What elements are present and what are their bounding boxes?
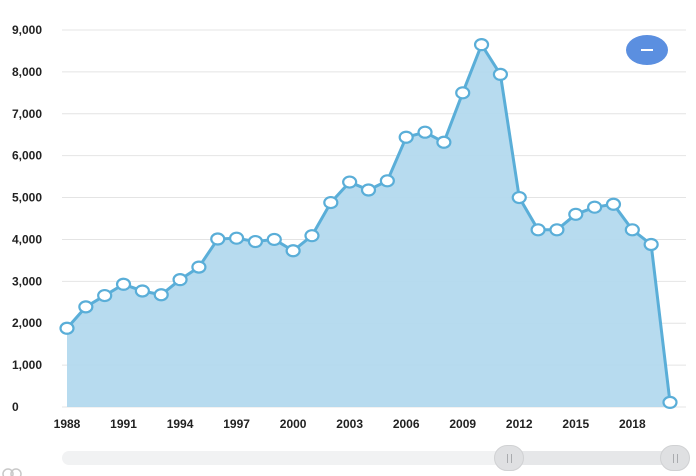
data-point[interactable] xyxy=(492,67,509,82)
data-point[interactable] xyxy=(624,223,640,237)
x-axis-ticks: 1988 1991 1994 1997 2000 2003 2006 2009 2012 2015… xyxy=(54,417,646,431)
data-point[interactable] xyxy=(266,232,282,247)
range-handle-left[interactable] xyxy=(494,445,524,471)
data-point[interactable] xyxy=(417,125,433,139)
data-point[interactable] xyxy=(153,288,169,302)
data-point[interactable] xyxy=(511,190,527,205)
y-tick-label: 3,000 xyxy=(12,274,42,288)
y-tick-label: 1,000 xyxy=(12,358,42,372)
y-tick-label: 4,000 xyxy=(12,232,42,246)
y-tick-label: 5,000 xyxy=(12,191,42,205)
x-tick-label: 2015 xyxy=(562,417,589,431)
area-series xyxy=(65,43,672,408)
x-tick-label: 2018 xyxy=(619,417,646,431)
data-point[interactable] xyxy=(323,195,339,210)
data-point[interactable] xyxy=(342,175,358,189)
y-tick-label: 8,000 xyxy=(12,65,42,79)
data-point[interactable] xyxy=(304,229,320,243)
data-point[interactable] xyxy=(285,244,301,258)
data-point[interactable] xyxy=(78,300,94,314)
y-tick-label: 9,000 xyxy=(12,23,42,37)
range-handle-right[interactable] xyxy=(660,445,690,471)
data-point[interactable] xyxy=(191,260,207,274)
data-point[interactable] xyxy=(134,284,150,298)
x-tick-label: 2000 xyxy=(280,417,307,431)
data-point[interactable] xyxy=(247,234,264,249)
data-point[interactable] xyxy=(172,273,188,287)
x-tick-label: 1997 xyxy=(223,417,250,431)
x-tick-label: 1988 xyxy=(54,417,81,431)
y-axis-ticks: 0 1,000 2,000 3,000 4,000 5,000 6,000 7,000 8,00… xyxy=(12,23,42,414)
data-point[interactable] xyxy=(379,174,395,188)
data-point[interactable] xyxy=(568,207,584,221)
grip-icon xyxy=(511,454,512,463)
x-tick-label: 2009 xyxy=(449,417,476,431)
x-tick-label: 2006 xyxy=(393,417,420,431)
area-fill xyxy=(67,44,670,408)
chart-logo-icon xyxy=(2,468,22,476)
y-tick-label: 2,000 xyxy=(12,316,42,330)
data-point[interactable] xyxy=(210,232,226,246)
data-point[interactable] xyxy=(97,288,113,303)
data-point[interactable] xyxy=(587,200,603,214)
data-point[interactable] xyxy=(530,223,546,237)
data-point[interactable] xyxy=(549,223,565,237)
data-point[interactable] xyxy=(455,86,471,100)
zoom-out-button[interactable] xyxy=(626,35,668,65)
x-tick-label: 1991 xyxy=(110,417,137,431)
minus-icon xyxy=(641,49,653,51)
range-scrollbar-selection[interactable] xyxy=(508,451,674,465)
x-tick-label: 2003 xyxy=(336,417,363,431)
data-point[interactable] xyxy=(115,277,132,291)
data-point[interactable] xyxy=(228,231,245,245)
grip-icon xyxy=(507,454,508,463)
y-tick-label: 0 xyxy=(12,400,19,414)
grip-icon xyxy=(677,454,678,463)
data-point[interactable] xyxy=(473,38,490,52)
data-point[interactable] xyxy=(436,135,452,149)
x-tick-label: 2012 xyxy=(506,417,533,431)
grip-icon xyxy=(673,454,674,463)
data-point[interactable] xyxy=(662,395,678,409)
x-tick-label: 1994 xyxy=(167,417,194,431)
data-point[interactable] xyxy=(59,321,75,335)
data-point[interactable] xyxy=(360,183,377,197)
data-point[interactable] xyxy=(643,237,659,252)
y-tick-label: 6,000 xyxy=(12,149,42,163)
y-tick-label: 7,000 xyxy=(12,107,42,121)
data-point[interactable] xyxy=(605,197,622,211)
data-point[interactable] xyxy=(398,130,414,144)
data-points xyxy=(59,38,678,409)
